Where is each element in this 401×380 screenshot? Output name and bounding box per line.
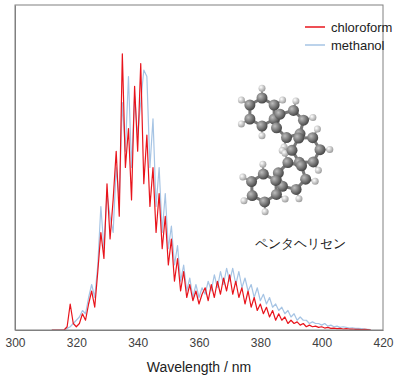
x-tick-label: 420 [373,336,393,350]
x-axis-line [16,330,384,331]
series-group [52,54,371,330]
carbon-atom [247,190,258,201]
y-axis-line [15,6,16,331]
hydrogen-atom [315,167,322,174]
carbon-atom [287,145,298,156]
plot-frame [15,5,383,330]
carbon-atom [282,157,293,168]
x-tick: 320 [67,330,87,350]
hydrogen-atom [238,120,245,127]
carbon-atom [288,105,299,116]
hydrogen-atom [240,197,247,204]
x-tick-label: 400 [312,336,332,350]
carbon-atom [314,144,325,155]
x-axis: 300 320 340 360 380 400 420 [5,330,393,350]
carbon-atom [258,169,269,180]
hydrogen-atom [314,126,321,133]
x-tick-label: 340 [128,336,148,350]
carbon-atom [296,160,307,171]
carbon-atom [307,132,318,143]
hydrogen-atom [326,146,333,153]
carbon-atom [308,156,319,167]
carbon-atom [293,133,304,144]
x-axis-title: Wavelength / nm [147,359,252,375]
x-tick-label: 380 [251,336,271,350]
legend: chloroform methanol [305,20,392,53]
hydrogen-atom [295,195,302,202]
legend-swatch [305,44,325,46]
hydrogen-atom [292,97,299,104]
carbon-atom [274,109,285,120]
annotation: ペンタヘリセン [255,236,346,251]
hydrogen-atom [279,97,286,104]
hydrogen-atom [238,97,245,104]
carbon-atom [257,121,268,132]
x-tick: 300 [5,330,25,350]
x-tick: 360 [189,330,209,350]
x-tick-label: 360 [189,336,209,350]
hydrogen-atom [259,132,266,139]
carbon-atom [270,175,281,186]
hydrogen-atom [259,85,266,92]
spectrum-line [52,54,371,330]
hydrogen-atom [262,208,269,215]
molecule-illustration [238,85,333,216]
x-tick: 400 [312,330,332,350]
carbon-atom [269,100,280,111]
carbon-atom [300,174,311,185]
legend-label: methanol [331,38,385,53]
carbon-atom [246,176,257,187]
spectrum-line [52,70,371,330]
legend-swatch [305,26,325,28]
plot: 300 320 340 360 380 400 420 chloroform methanol [5,5,393,350]
carbon-atom [291,184,302,195]
carbon-atom [271,189,282,200]
carbon-atom [298,115,309,126]
x-tick: 380 [251,330,271,350]
carbon-atom [244,100,255,111]
legend-label: chloroform [331,20,392,35]
hydrogen-atom [282,195,289,202]
hydrogen-atom [259,161,266,168]
chart: 300 320 340 360 380 400 420 chloroform methanol W… [0,0,401,380]
x-tick-label: 300 [5,336,25,350]
y-axis [15,6,16,331]
hydrogen-atom [312,178,319,185]
hydrogen-atom [239,174,246,181]
x-tick: 420 [373,330,393,350]
hydrogen-atom [309,114,316,121]
x-tick: 340 [128,330,148,350]
x-tick-label: 320 [67,336,87,350]
carbon-atom [281,132,292,143]
carbon-atom [244,114,255,125]
carbon-atom [257,93,268,104]
carbon-atom [259,196,270,207]
carbon-atom [271,122,282,133]
